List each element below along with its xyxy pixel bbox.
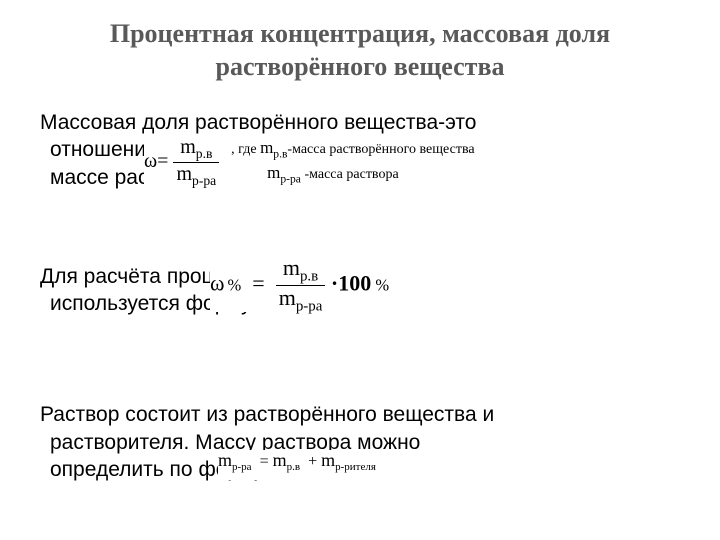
numerator: mр.в — [276, 256, 326, 286]
numerator: mр.в — [173, 136, 219, 163]
page-title: Процентная концентрация, массовая доля р… — [40, 18, 680, 83]
leg-a-txt: -масса растворённого вещества — [287, 142, 474, 157]
times-100: ·100 — [331, 270, 371, 295]
leg-b-txt: -масса раствора — [304, 167, 398, 182]
num-sub: р.в — [300, 268, 318, 284]
leg-b-sub: р-ра — [280, 173, 301, 186]
den-sym: m — [176, 163, 192, 185]
term-b-sub: р.в — [287, 461, 300, 473]
leg-a-sym: m — [260, 138, 273, 157]
f3-body: mр-ра = mр.в + mр-рителя — [218, 453, 376, 470]
formula-solution-mass: mр-ра = mр.в + mр-рителя — [218, 450, 538, 480]
leg-a-sub: р.в — [273, 148, 287, 161]
equals-symbol: = — [260, 453, 269, 470]
term-c: m — [321, 450, 335, 470]
leg-b: mр-ра — [267, 163, 301, 182]
spacer-1 — [40, 209, 680, 263]
leg-b-sym: m — [267, 163, 280, 182]
denominator: mр-ра — [276, 286, 326, 315]
denominator: mр-ра — [173, 163, 219, 189]
legend-row-1: , где mр.в-масса растворённого вещества — [231, 142, 474, 157]
term-b: m — [273, 450, 287, 470]
p3-line1: Раствор состоит из растворённого веществ… — [40, 403, 494, 426]
legend-row-2: mр-ра -масса раствора — [231, 167, 399, 182]
den-sub: р-ра — [192, 173, 216, 188]
p1-line1: Массовая доля растворённого вещества-это — [40, 111, 476, 134]
den-sub: р-ра — [296, 298, 323, 314]
tail-pct: % — [375, 275, 389, 294]
title-line-1: Процентная концентрация, массовая доля — [110, 19, 610, 48]
num-sub: р.в — [196, 146, 213, 161]
page: Процентная концентрация, массовая доля р… — [0, 0, 720, 540]
equals-symbol: = — [252, 270, 264, 295]
f1-legend: , где mр.в-масса растворённого вещества … — [231, 137, 474, 187]
fraction: mр.в mр-ра — [276, 256, 326, 315]
plus-symbol: + — [308, 453, 317, 470]
den-sym: m — [279, 285, 296, 310]
omega-symbol: ω — [144, 150, 157, 172]
equals-symbol: = — [157, 150, 168, 172]
gde-text: , где — [231, 142, 256, 157]
fraction: mр.в mр-ра — [173, 136, 219, 189]
term-c-sub: р-рителя — [335, 461, 376, 473]
f2-body: ω % = mр.в mр-ра ·100 % — [210, 256, 389, 315]
term-a-sub: р-ра — [232, 461, 252, 473]
num-sym: m — [283, 255, 300, 280]
formula-percent-concentration: ω % = mр.в mр-ра ·100 % — [210, 256, 510, 312]
term-a: m — [218, 450, 232, 470]
spacer-2 — [40, 335, 680, 391]
pct-symbol: % — [228, 275, 242, 294]
f1-lhs: ω= mр.в mр-ра — [144, 136, 219, 189]
title-line-2: растворённого вещества — [216, 52, 505, 81]
omega-symbol: ω — [210, 270, 224, 295]
formula-mass-fraction: ω= mр.в mр-ра , где mр.в-масса растворён… — [144, 136, 704, 190]
leg-a: mр.в — [260, 138, 287, 157]
spacer-3 — [40, 391, 680, 401]
num-sym: m — [180, 136, 196, 158]
